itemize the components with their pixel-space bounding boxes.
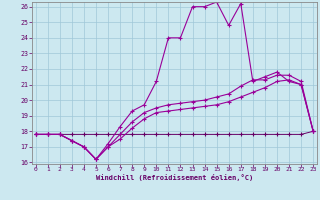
X-axis label: Windchill (Refroidissement éolien,°C): Windchill (Refroidissement éolien,°C) bbox=[96, 174, 253, 181]
